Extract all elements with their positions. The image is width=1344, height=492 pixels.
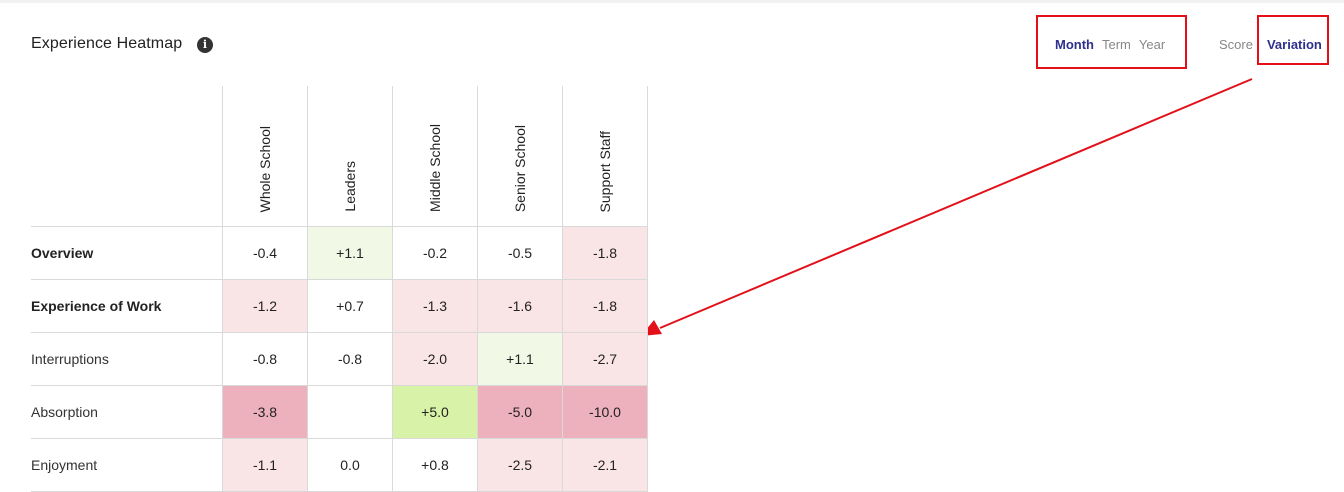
heatmap-cell[interactable]: -1.6: [477, 279, 563, 333]
period-year-option[interactable]: Year: [1138, 37, 1166, 52]
heatmap-cell[interactable]: +1.1: [307, 226, 393, 280]
row-label: Overview: [31, 226, 223, 280]
heatmap-header-row: Whole School Leaders Middle School Senio…: [31, 86, 648, 227]
view-toggle: Score Variation: [1219, 37, 1322, 52]
heatmap-cell[interactable]: -2.5: [477, 438, 563, 492]
heatmap-cell[interactable]: -1.8: [562, 279, 648, 333]
heatmap-cell[interactable]: -2.1: [562, 438, 648, 492]
heatmap-cell[interactable]: -2.0: [392, 332, 478, 386]
period-term-option[interactable]: Term: [1101, 37, 1131, 52]
column-header: Whole School: [222, 86, 308, 227]
heatmap-row: Interruptions -0.8 -0.8 -2.0 +1.1 -2.7: [31, 332, 648, 386]
period-toggle: Month Term Year: [1055, 37, 1165, 52]
info-icon[interactable]: i: [197, 37, 213, 53]
heatmap-cell[interactable]: -2.7: [562, 332, 648, 386]
view-score-option[interactable]: Score: [1219, 37, 1253, 52]
column-header: Leaders: [307, 86, 393, 227]
row-label: Enjoyment: [31, 438, 223, 492]
column-header: Senior School: [477, 86, 563, 227]
heatmap-cell[interactable]: -5.0: [477, 385, 563, 439]
row-label: Experience of Work: [31, 279, 223, 333]
column-label: Senior School: [512, 124, 528, 212]
heatmap-cell[interactable]: -1.1: [222, 438, 308, 492]
column-label: Whole School: [257, 125, 273, 212]
heatmap-cell[interactable]: -0.5: [477, 226, 563, 280]
row-label: Absorption: [31, 385, 223, 439]
row-label: Interruptions: [31, 332, 223, 386]
heatmap-cell[interactable]: -0.8: [307, 332, 393, 386]
top-divider: [0, 0, 1344, 3]
header-corner: [31, 86, 223, 227]
heatmap-row: Overview -0.4 +1.1 -0.2 -0.5 -1.8: [31, 226, 648, 280]
column-label: Support Staff: [597, 130, 613, 212]
heatmap-cell[interactable]: -1.3: [392, 279, 478, 333]
heatmap-cell[interactable]: 0.0: [307, 438, 393, 492]
heatmap-cell[interactable]: -3.8: [222, 385, 308, 439]
heatmap-cell[interactable]: -0.8: [222, 332, 308, 386]
heatmap-cell[interactable]: -0.2: [392, 226, 478, 280]
heatmap-cell[interactable]: -0.4: [222, 226, 308, 280]
view-variation-option[interactable]: Variation: [1266, 37, 1322, 52]
column-header: Middle School: [392, 86, 478, 227]
heatmap-cell[interactable]: [307, 385, 393, 439]
heatmap-row: Absorption -3.8 +5.0 -5.0 -10.0: [31, 385, 648, 439]
heatmap-cell[interactable]: -1.8: [562, 226, 648, 280]
column-header: Support Staff: [562, 86, 648, 227]
period-highlight-box: [1036, 15, 1187, 69]
page-title: Experience Heatmap: [31, 35, 183, 52]
heatmap-cell[interactable]: -10.0: [562, 385, 648, 439]
heatmap-cell[interactable]: +5.0: [392, 385, 478, 439]
heatmap-row: Experience of Work -1.2 +0.7 -1.3 -1.6 -…: [31, 279, 648, 333]
heatmap-table: Whole School Leaders Middle School Senio…: [31, 86, 648, 492]
heatmap-cell[interactable]: +1.1: [477, 332, 563, 386]
variation-highlight-box: [1257, 15, 1329, 65]
heatmap-cell[interactable]: -1.2: [222, 279, 308, 333]
heatmap-cell[interactable]: +0.8: [392, 438, 478, 492]
heatmap-row: Enjoyment -1.1 0.0 +0.8 -2.5 -2.1: [31, 438, 648, 492]
column-label: Middle School: [427, 124, 443, 212]
period-month-option[interactable]: Month: [1055, 37, 1094, 52]
column-label: Leaders: [342, 161, 358, 212]
heatmap-cell[interactable]: +0.7: [307, 279, 393, 333]
